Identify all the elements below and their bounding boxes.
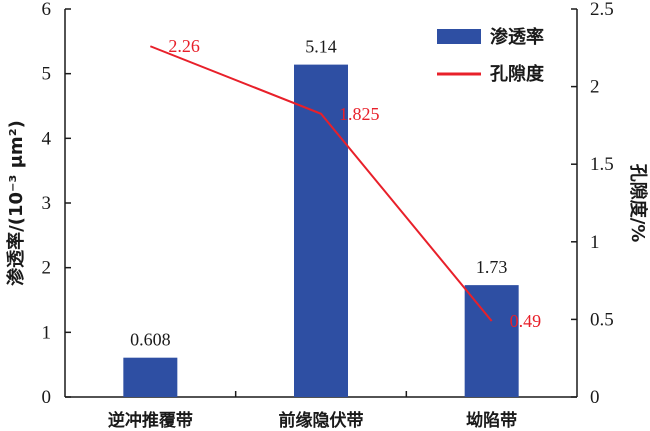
- y-right-tick-label: 2.5: [590, 0, 614, 20]
- bar-value-label: 1.73: [476, 257, 508, 277]
- bar: [294, 64, 348, 397]
- left-axis-ticks: 0 1 2 3 4 5 6: [42, 0, 71, 408]
- bar-series: [123, 64, 519, 397]
- line-value-label: 1.825: [339, 104, 380, 124]
- y-left-tick-label: 3: [42, 193, 52, 214]
- line-value-label: 2.26: [168, 36, 200, 56]
- y-left-tick-label: 6: [42, 0, 52, 20]
- y-axis-left-title: 渗透率/(10⁻³ μm²): [5, 120, 27, 286]
- y-left-tick-label: 2: [42, 258, 52, 279]
- x-axis-ticks: 逆冲推覆带 前缘隐伏带 坳陷带: [108, 391, 517, 431]
- y-right-tick-label: 0.5: [590, 309, 614, 330]
- legend-bar-label: 渗透率: [490, 26, 544, 48]
- bar-value-label: 5.14: [305, 37, 337, 57]
- line-value-label: 0.49: [510, 311, 541, 331]
- y-left-tick-label: 0: [42, 387, 52, 408]
- line-series: [149, 45, 493, 322]
- legend-bar-swatch: [437, 29, 481, 44]
- bar-value-label: 0.608: [130, 330, 171, 350]
- y-left-tick-label: 1: [42, 322, 52, 343]
- y-right-tick-label: 1.5: [590, 154, 614, 175]
- y-right-tick-label: 1: [590, 232, 600, 253]
- x-tick-label: 前缘隐伏带: [279, 410, 364, 431]
- data-labels: 0.608 5.14 1.73 2.26 1.825 0.49: [130, 36, 541, 349]
- x-tick-label: 逆冲推覆带: [108, 410, 193, 431]
- x-tick-label: 坳陷带: [466, 410, 517, 431]
- y-left-tick-label: 4: [42, 128, 52, 149]
- line-path: [149, 45, 493, 322]
- bar: [123, 357, 178, 397]
- bar: [464, 285, 519, 397]
- legend-line-label: 孔隙度: [490, 63, 545, 85]
- y-right-tick-label: 2: [590, 77, 600, 98]
- y-axis-right-title: 孔隙度/%: [627, 164, 649, 243]
- y-left-tick-label: 5: [42, 64, 52, 85]
- legend: 渗透率 孔隙度: [437, 26, 545, 85]
- right-axis-ticks: 0 0.5 1 1.5 2 2.5: [571, 0, 614, 408]
- y-right-tick-label: 0: [590, 387, 600, 408]
